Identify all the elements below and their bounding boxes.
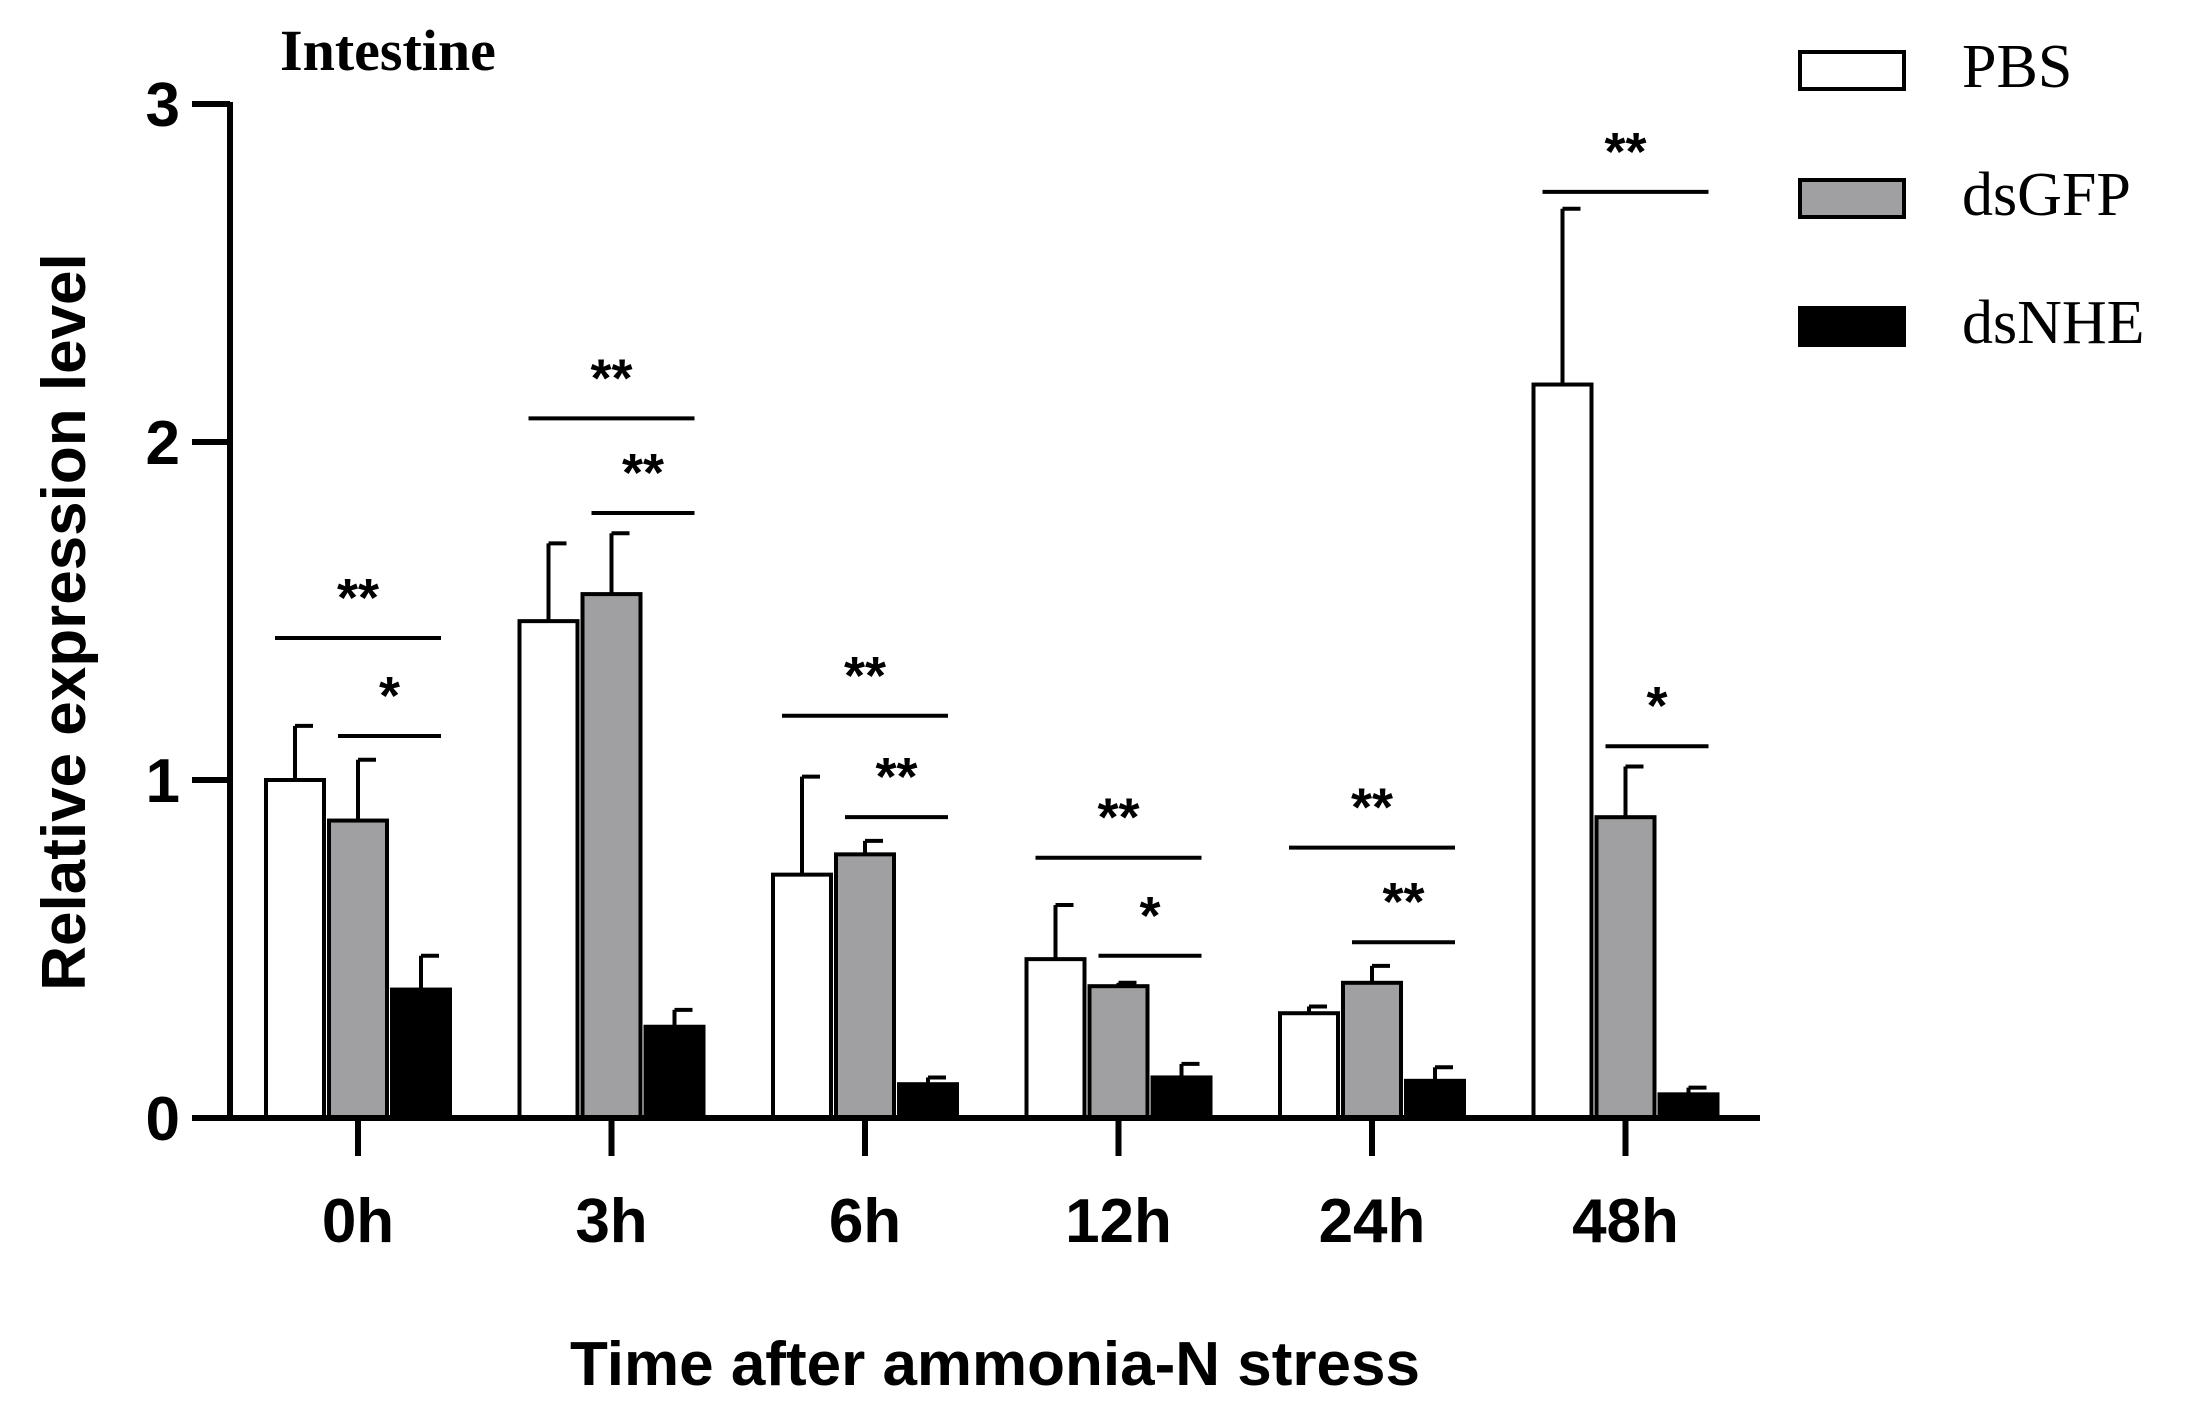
bar-dsnhe-3h [643,1024,706,1120]
bar-dsgfp-3h [580,592,643,1120]
bar-pbs-3h [517,619,580,1120]
significance-label: ** [1382,872,1424,932]
significance-label: ** [1604,122,1646,182]
bar-dsnhe-6h [897,1082,959,1120]
y-tick-label: 0 [146,1085,180,1154]
significance-label: * [1646,676,1667,736]
legend-label-dsnhe: dsNHE [1962,289,2145,357]
bar-dsnhe-48h [1657,1092,1720,1120]
significance-label: ** [1097,788,1139,848]
bar-dsnhe-12h [1150,1075,1213,1120]
bar-dsgfp-12h [1087,984,1150,1120]
significance-label: * [1139,886,1160,946]
legend-swatch-dsgfp [1798,178,1906,219]
bar-dsgfp-24h [1341,980,1403,1120]
bar-dsnhe-0h [390,987,452,1120]
bar-dsgfp-0h [327,818,389,1120]
legend-swatch-dsnhe [1798,306,1906,347]
legend-swatch-pbs [1798,50,1906,91]
y-tick-label: 1 [146,747,180,816]
bar-pbs-48h [1531,382,1594,1121]
legend-label-pbs: PBS [1962,33,2072,101]
x-axis-label: Time after ammonia-N stress [570,1330,1420,1399]
bar-dsgfp-6h [834,852,896,1120]
axes: 0 1 2 3 0h 3h 6h 12h 24h 48h [146,71,1760,1256]
legend-label-dsgfp: dsGFP [1962,161,2131,229]
x-tick-label: 48h [1572,1187,1679,1256]
y-axis-label: Relative expression level [30,253,99,991]
significance-label: ** [844,646,886,706]
chart-title: Intestine [280,18,496,83]
significance-label: ** [590,348,632,408]
x-tick-label: 24h [1319,1187,1426,1256]
y-tick-label: 3 [146,71,180,140]
plot-area: ********************* [264,122,1720,1121]
x-tick-label: 3h [575,1187,647,1256]
y-tick-label: 2 [146,409,180,478]
significance-label: * [379,666,400,726]
bar-dsnhe-24h [1404,1078,1466,1120]
significance-label: ** [875,747,917,807]
bar-pbs-0h [264,778,326,1120]
bar-dsgfp-48h [1594,815,1657,1120]
significance-label: ** [1351,778,1393,838]
significance-label: ** [337,568,379,628]
bar-pbs-24h [1278,1011,1340,1120]
significance-label: ** [622,443,664,503]
bar-pbs-6h [771,872,833,1121]
x-tick-label: 12h [1065,1187,1172,1256]
x-tick-label: 6h [829,1187,901,1256]
bar-pbs-12h [1024,957,1087,1121]
x-tick-label: 0h [322,1187,394,1256]
legend: PBS dsGFP dsNHE [1798,33,2145,357]
